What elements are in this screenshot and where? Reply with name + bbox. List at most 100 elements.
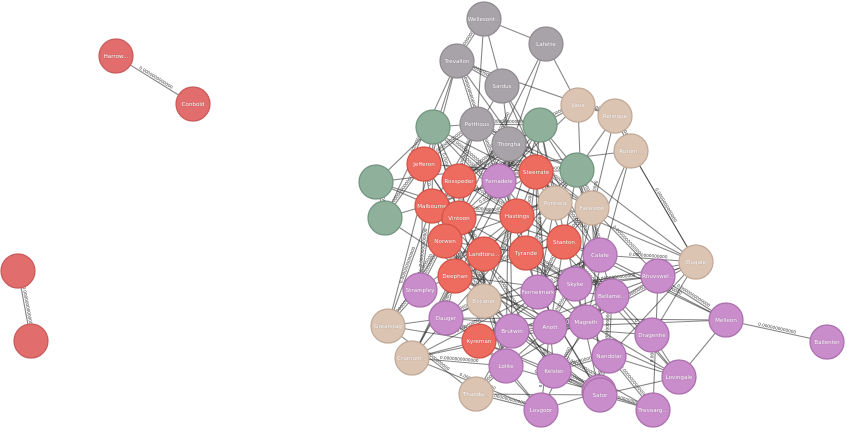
graph-node-p21[interactable]: Sator bbox=[582, 377, 618, 413]
node-circle[interactable] bbox=[708, 302, 744, 338]
graph-node-gr3[interactable] bbox=[559, 152, 595, 188]
node-circle[interactable] bbox=[582, 237, 618, 273]
node-circle[interactable] bbox=[532, 309, 568, 345]
graph-node-g2[interactable]: Lafette bbox=[528, 26, 564, 62]
graph-node-p22[interactable]: Trevoarg... bbox=[635, 392, 671, 428]
graph-node-b1[interactable]: Vaux bbox=[560, 87, 596, 123]
node-circle[interactable] bbox=[536, 353, 572, 389]
node-circle[interactable] bbox=[439, 43, 475, 79]
node-circle[interactable] bbox=[557, 266, 593, 302]
node-circle[interactable] bbox=[597, 98, 633, 134]
graph-node-p7[interactable]: Bellame... bbox=[594, 278, 630, 314]
graph-node-c10[interactable]: Stanton bbox=[546, 224, 582, 260]
node-circle[interactable] bbox=[518, 154, 554, 190]
graph-node-p12[interactable]: Dragenhe bbox=[634, 317, 670, 353]
graph-node-g5[interactable]: Petthous bbox=[459, 106, 495, 142]
graph-node-gr5[interactable] bbox=[367, 200, 403, 236]
node-circle[interactable] bbox=[358, 164, 394, 200]
graph-node-g3[interactable]: Trevallon bbox=[439, 43, 475, 79]
node-circle[interactable] bbox=[484, 68, 520, 104]
node-circle[interactable] bbox=[661, 359, 697, 395]
node-circle[interactable] bbox=[402, 272, 438, 308]
graph-node-b2[interactable]: Relinque bbox=[597, 98, 633, 134]
graph-node-gr1[interactable] bbox=[415, 109, 451, 145]
node-circle[interactable] bbox=[491, 126, 527, 162]
node-circle[interactable] bbox=[499, 198, 535, 234]
graph-node-c7[interactable]: Norwen bbox=[427, 223, 463, 259]
node-circle[interactable] bbox=[367, 200, 403, 236]
graph-node-p4[interactable]: Skyke bbox=[557, 266, 593, 302]
graph-node-p11[interactable]: Melleon bbox=[708, 302, 744, 338]
node-circle[interactable] bbox=[634, 317, 670, 353]
graph-node-p10[interactable]: Magreth bbox=[568, 304, 604, 340]
node-circle[interactable] bbox=[458, 376, 494, 412]
node-circle[interactable] bbox=[546, 224, 582, 260]
node-circle[interactable] bbox=[437, 258, 473, 294]
graph-node-g1[interactable]: Wellesont... bbox=[466, 1, 502, 37]
graph-node-b5[interactable]: Faceston bbox=[574, 190, 610, 226]
node-circle[interactable] bbox=[494, 313, 530, 349]
graph-node-c12[interactable]: Kyreman bbox=[461, 323, 497, 359]
node-circle[interactable] bbox=[508, 235, 544, 271]
node-circle[interactable] bbox=[613, 133, 649, 169]
node-circle[interactable] bbox=[466, 236, 502, 272]
graph-node-c2[interactable]: Rosspeder bbox=[441, 163, 477, 199]
graph-node-c11[interactable]: Deephan bbox=[437, 258, 473, 294]
graph-node-n2[interactable]: Conbold bbox=[175, 86, 211, 122]
graph-node-g6[interactable]: Thorgha bbox=[491, 126, 527, 162]
node-circle[interactable] bbox=[441, 163, 477, 199]
node-circle[interactable] bbox=[406, 146, 442, 182]
graph-node-b6[interactable]: Dugale bbox=[678, 244, 714, 280]
graph-node-b7[interactable]: Eccaner bbox=[466, 283, 502, 319]
graph-node-gr4[interactable] bbox=[358, 164, 394, 200]
graph-node-p6[interactable]: Fennelmark bbox=[520, 274, 556, 310]
node-circle[interactable] bbox=[13, 323, 49, 359]
graph-node-p16[interactable]: Lolite bbox=[488, 348, 524, 384]
node-circle[interactable] bbox=[635, 392, 671, 428]
graph-node-p13[interactable]: Brutwin bbox=[494, 313, 530, 349]
graph-node-n1[interactable]: Harrow... bbox=[98, 38, 134, 74]
node-circle[interactable] bbox=[427, 223, 463, 259]
graph-node-p2[interactable]: Calafe bbox=[582, 237, 618, 273]
graph-node-p20[interactable]: Lovgoor bbox=[523, 392, 559, 428]
graph-node-b9[interactable]: Cruntum... bbox=[394, 340, 430, 376]
graph-node-n4[interactable] bbox=[13, 323, 49, 359]
node-circle[interactable] bbox=[574, 190, 610, 226]
node-circle[interactable] bbox=[809, 324, 845, 360]
node-circle[interactable] bbox=[522, 107, 558, 143]
graph-node-n3[interactable] bbox=[0, 253, 36, 289]
graph-node-gr2[interactable] bbox=[522, 107, 558, 143]
node-circle[interactable] bbox=[640, 258, 676, 294]
graph-node-c8[interactable]: Landtoru... bbox=[466, 236, 502, 272]
graph-node-c3[interactable]: Steerrate bbox=[518, 154, 554, 190]
graph-node-p19[interactable]: Lovingale bbox=[661, 359, 697, 395]
node-circle[interactable] bbox=[594, 278, 630, 314]
graph-node-b4[interactable]: Pontsea bbox=[537, 185, 573, 221]
node-circle[interactable] bbox=[591, 338, 627, 374]
graph-node-p14[interactable]: Nandolar bbox=[591, 338, 627, 374]
node-circle[interactable] bbox=[523, 392, 559, 428]
node-circle[interactable] bbox=[520, 274, 556, 310]
node-circle[interactable] bbox=[559, 152, 595, 188]
graph-node-p5[interactable]: Rhuvswel... bbox=[640, 258, 676, 294]
node-circle[interactable] bbox=[488, 348, 524, 384]
node-circle[interactable] bbox=[678, 244, 714, 280]
graph-node-p1[interactable]: Fernadele bbox=[481, 163, 517, 199]
node-circle[interactable] bbox=[415, 109, 451, 145]
graph-node-p17[interactable]: Kelster bbox=[536, 353, 572, 389]
node-circle[interactable] bbox=[428, 300, 464, 336]
graph-node-b10[interactable]: Thandu... bbox=[458, 376, 494, 412]
node-circle[interactable] bbox=[537, 185, 573, 221]
node-circle[interactable] bbox=[394, 340, 430, 376]
graph-node-p3[interactable]: Strampley bbox=[402, 272, 438, 308]
graph-node-b3[interactable]: Rutom... bbox=[613, 133, 649, 169]
graph-node-c1[interactable]: Jefferon bbox=[406, 146, 442, 182]
node-circle[interactable] bbox=[98, 38, 134, 74]
node-circle[interactable] bbox=[560, 87, 596, 123]
graph-node-c9[interactable]: Tyrande bbox=[508, 235, 544, 271]
graph-node-p9[interactable]: Anott bbox=[532, 309, 568, 345]
graph-node-b8[interactable]: Greatstag bbox=[370, 308, 406, 344]
node-circle[interactable] bbox=[370, 308, 406, 344]
node-circle[interactable] bbox=[481, 163, 517, 199]
node-circle[interactable] bbox=[466, 283, 502, 319]
